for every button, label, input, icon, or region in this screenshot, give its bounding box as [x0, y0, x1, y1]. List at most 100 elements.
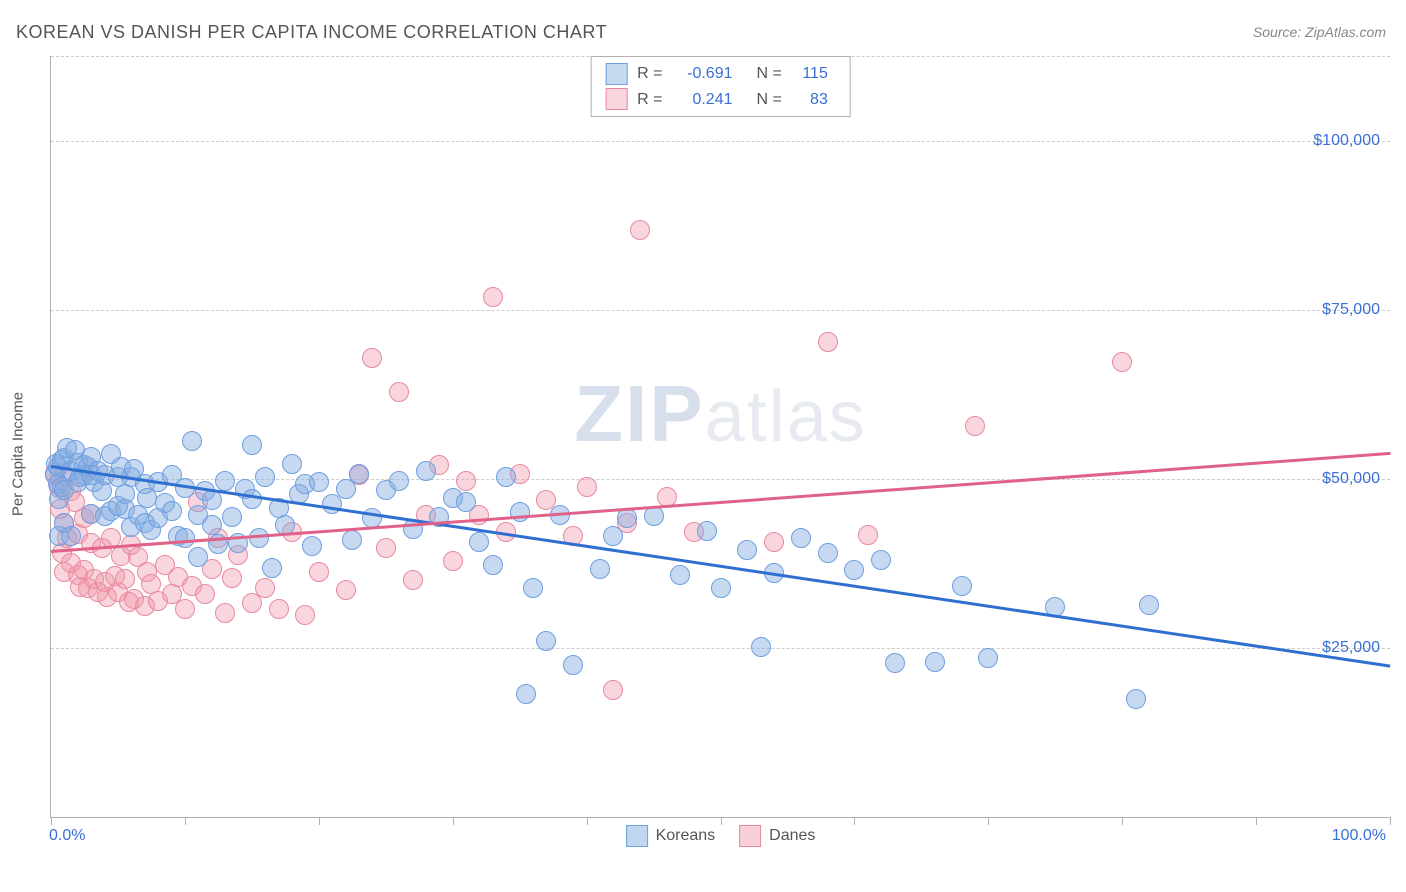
- data-point: [202, 515, 222, 535]
- y-axis-tick-label: $25,000: [1322, 639, 1380, 657]
- data-point: [644, 506, 664, 526]
- data-point: [222, 507, 242, 527]
- data-point: [336, 580, 356, 600]
- x-axis-tick: [988, 817, 989, 825]
- y-axis-title: Per Capita Income: [10, 392, 27, 516]
- y-axis-tick-label: $100,000: [1313, 132, 1380, 150]
- data-point: [215, 471, 235, 491]
- data-point: [711, 578, 731, 598]
- data-point: [516, 684, 536, 704]
- data-point: [510, 502, 530, 522]
- data-point: [302, 536, 322, 556]
- legend-stat-row: R = 0.241 N = 83: [605, 87, 828, 113]
- trend-line: [51, 465, 1390, 667]
- x-axis-tick: [1390, 817, 1391, 825]
- data-point: [215, 603, 235, 623]
- data-point: [182, 431, 202, 451]
- data-point: [844, 560, 864, 580]
- source-attribution: Source: ZipAtlas.com: [1253, 24, 1386, 40]
- data-point: [603, 526, 623, 546]
- legend-series: KoreansDanes: [626, 825, 816, 847]
- data-point: [590, 559, 610, 579]
- legend-stats-box: R =-0.691N =115R =0.241N =83: [590, 56, 851, 117]
- data-point: [751, 637, 771, 657]
- data-point: [222, 568, 242, 588]
- legend-swatch: [605, 88, 627, 110]
- data-point: [617, 508, 637, 528]
- watermark: ZIPatlas: [574, 368, 867, 460]
- gridline: [51, 310, 1390, 311]
- data-point: [496, 467, 516, 487]
- x-axis-tick: [854, 817, 855, 825]
- watermark-suffix: atlas: [705, 377, 867, 457]
- data-point: [871, 550, 891, 570]
- data-point: [536, 631, 556, 651]
- data-point: [791, 528, 811, 548]
- source-value: ZipAtlas.com: [1305, 24, 1386, 40]
- gridline: [51, 479, 1390, 480]
- legend-n-value: 83: [792, 87, 828, 113]
- data-point: [242, 489, 262, 509]
- legend-n-label: N =: [757, 87, 782, 113]
- gridline: [51, 141, 1390, 142]
- data-point: [697, 521, 717, 541]
- x-axis-tick: [185, 817, 186, 825]
- data-point: [1112, 352, 1132, 372]
- data-point: [818, 543, 838, 563]
- data-point: [349, 464, 369, 484]
- x-axis-label-max: 100.0%: [1332, 827, 1386, 845]
- legend-stat-row: R =-0.691N =115: [605, 61, 828, 87]
- data-point: [885, 653, 905, 673]
- legend-r-label: R =: [637, 87, 662, 113]
- data-point: [603, 680, 623, 700]
- data-point: [115, 569, 135, 589]
- watermark-prefix: ZIP: [574, 369, 704, 458]
- data-point: [188, 547, 208, 567]
- data-point: [952, 576, 972, 596]
- data-point: [376, 538, 396, 558]
- x-axis-tick: [1256, 817, 1257, 825]
- x-axis-tick: [319, 817, 320, 825]
- data-point: [456, 471, 476, 491]
- x-axis-tick: [1122, 817, 1123, 825]
- data-point: [389, 471, 409, 491]
- data-point: [389, 382, 409, 402]
- data-point: [630, 220, 650, 240]
- legend-swatch: [626, 825, 648, 847]
- data-point: [255, 467, 275, 487]
- x-axis-label-min: 0.0%: [49, 827, 85, 845]
- data-point: [443, 551, 463, 571]
- data-point: [818, 332, 838, 352]
- data-point: [737, 540, 757, 560]
- legend-r-value: -0.691: [673, 61, 733, 87]
- data-point: [469, 532, 489, 552]
- plot-area: ZIPatlas R =-0.691N =115R =0.241N =83 0.…: [50, 56, 1390, 818]
- legend-item: Koreans: [626, 825, 716, 847]
- data-point: [255, 578, 275, 598]
- gridline: [51, 648, 1390, 649]
- data-point: [61, 526, 81, 546]
- x-axis-tick: [453, 817, 454, 825]
- legend-n-label: N =: [757, 61, 782, 87]
- data-point: [1139, 595, 1159, 615]
- data-point: [925, 652, 945, 672]
- data-point: [202, 490, 222, 510]
- data-point: [309, 472, 329, 492]
- x-axis-tick: [51, 817, 52, 825]
- chart-title: KOREAN VS DANISH PER CAPITA INCOME CORRE…: [16, 22, 607, 43]
- data-point: [403, 570, 423, 590]
- plot-area-wrap: Per Capita Income ZIPatlas R =-0.691N =1…: [50, 56, 1390, 852]
- data-point: [416, 461, 436, 481]
- data-point: [322, 494, 342, 514]
- legend-r-label: R =: [637, 61, 662, 87]
- legend-r-value: 0.241: [673, 87, 733, 113]
- data-point: [269, 599, 289, 619]
- data-point: [295, 605, 315, 625]
- data-point: [978, 648, 998, 668]
- data-point: [670, 565, 690, 585]
- data-point: [262, 558, 282, 578]
- legend-swatch: [605, 63, 627, 85]
- data-point: [309, 562, 329, 582]
- data-point: [1126, 689, 1146, 709]
- data-point: [242, 435, 262, 455]
